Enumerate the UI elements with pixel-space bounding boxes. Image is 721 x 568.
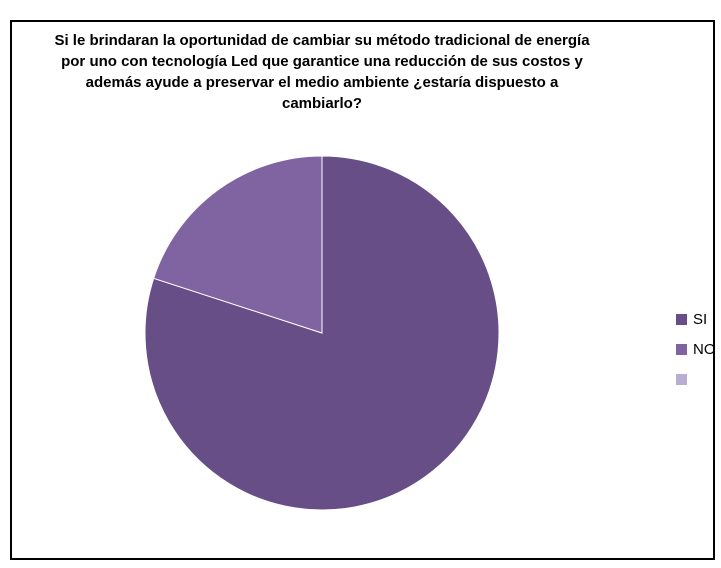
chart-frame: Si le brindaran la oportunidad de cambia… <box>10 20 715 560</box>
legend-swatch <box>676 374 687 385</box>
pie-slice-si <box>144 155 500 511</box>
legend-label: SI <box>693 311 708 328</box>
legend-swatch <box>676 344 687 355</box>
chart-title: Si le brindaran la oportunidad de cambia… <box>54 32 590 112</box>
pie-chart <box>144 155 500 511</box>
pie-slice-no <box>153 155 323 334</box>
legend-label: NO <box>693 341 715 358</box>
legend-swatch <box>676 314 687 325</box>
